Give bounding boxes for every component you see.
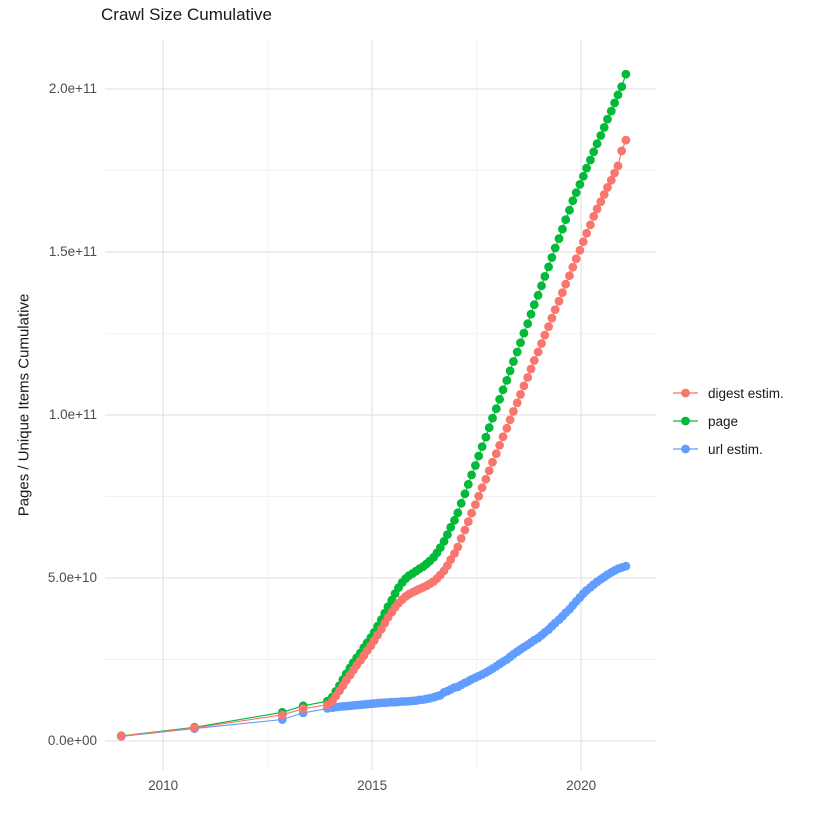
- legend-label-page: page: [708, 413, 739, 429]
- legend-label-url: url estim.: [708, 441, 763, 457]
- y-tick-label: 5.0e+10: [47, 569, 97, 585]
- x-tick-label: 2015: [357, 778, 388, 793]
- legend-label-digest: digest estim.: [708, 385, 784, 401]
- legend-item-url: url estim.: [672, 435, 784, 463]
- legend: digest estim. page url estim.: [672, 379, 784, 463]
- chart-title: Crawl Size Cumulative: [101, 5, 272, 24]
- legend-item-page: page: [672, 407, 784, 435]
- y-tick-label: 1.5e+11: [48, 243, 97, 259]
- y-tick-label: 1.0e+11: [48, 406, 97, 422]
- y-tick-label: 0.0e+00: [47, 732, 97, 748]
- x-tick-label: 2010: [148, 778, 179, 793]
- legend-key-page-icon: [673, 416, 698, 426]
- legend-item-digest: digest estim.: [672, 379, 784, 407]
- legend-key-digest-icon: [673, 388, 698, 398]
- legend-key-url-icon: [673, 444, 698, 454]
- y-tick-label: 2.0e+11: [48, 80, 97, 96]
- x-tick-label: 2020: [566, 778, 597, 793]
